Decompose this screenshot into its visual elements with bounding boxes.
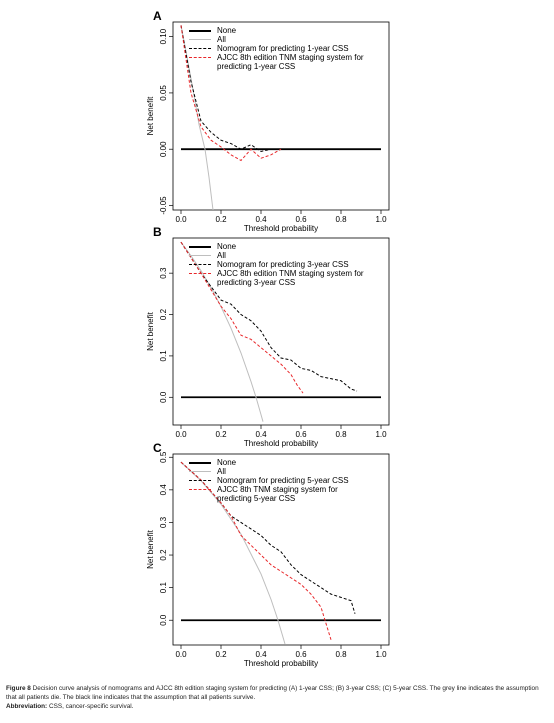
- y-axis-label: Net benefit: [146, 529, 155, 568]
- series-line: [180, 461, 356, 614]
- abbreviation-text: CSS, cancer-specific survival.: [48, 703, 134, 710]
- x-tick-label: 0.4: [255, 650, 267, 659]
- x-axis-label: Threshold probability: [244, 224, 318, 233]
- legend-entry: All: [189, 35, 367, 44]
- x-tick-label: 0.2: [215, 650, 227, 659]
- legend-label: All: [217, 467, 226, 476]
- y-tick-label: 0.1: [159, 582, 168, 594]
- legend-swatch: [189, 480, 211, 481]
- x-tick-label: 0.6: [295, 430, 307, 439]
- legend-swatch: [189, 462, 211, 464]
- legend-entry: AJCC 8th edition TNM staging system for …: [189, 53, 367, 71]
- legend-entry: None: [189, 26, 367, 35]
- x-tick-label: 0.0: [175, 430, 187, 439]
- caption: Figure 8 Decision curve analysis of nomo…: [6, 684, 546, 711]
- plot-frame: [172, 21, 390, 211]
- panel-label: C: [153, 441, 162, 455]
- x-tick-label: 1.0: [375, 215, 387, 224]
- plot-frame: [172, 237, 390, 426]
- legend: None All Nomogram for predicting 5-year CS…: [189, 458, 367, 503]
- x-tick-label: 0.2: [215, 215, 227, 224]
- y-tick-label: 0.10: [159, 28, 168, 44]
- legend-swatch: [189, 489, 211, 490]
- x-tick-label: 0.6: [295, 215, 307, 224]
- y-tick-label: 0.5: [159, 451, 168, 463]
- legend-entry: All: [189, 251, 367, 260]
- legend-label: AJCC 8th edition TNM staging system for …: [217, 53, 364, 71]
- x-tick-label: 0.8: [335, 430, 347, 439]
- legend-swatch: [189, 246, 211, 248]
- legend-label: Nomogram for predicting 1-year CSS: [217, 44, 349, 53]
- y-tick-label: 0.0: [159, 614, 168, 626]
- legend-entry: AJCC 8th TNM staging system for predicti…: [189, 485, 367, 503]
- x-axis-label: Threshold probability: [244, 659, 318, 668]
- legend-label: All: [217, 251, 226, 260]
- x-tick-label: 0.6: [295, 650, 307, 659]
- legend-label: Nomogram for predicting 3-year CSS: [217, 260, 349, 269]
- caption-text: Decision curve analysis of nomograms and…: [6, 685, 539, 701]
- legend-entry: Nomogram for predicting 3-year CSS: [189, 260, 367, 269]
- x-tick-label: 0.0: [175, 215, 187, 224]
- legend-entry: All: [189, 467, 367, 476]
- x-tick-label: 0.4: [255, 215, 267, 224]
- y-axis-label: Net benefit: [146, 311, 155, 350]
- legend-entry: None: [189, 242, 367, 251]
- abbreviation-label: Abbreviation:: [6, 703, 48, 710]
- legend-label: AJCC 8th edition TNM staging system for …: [217, 269, 364, 287]
- y-tick-label: 0.0: [159, 391, 168, 403]
- legend: None All Nomogram for predicting 3-year CS…: [189, 242, 367, 287]
- x-tick-label: 0.2: [215, 430, 227, 439]
- y-tick-label: 0.3: [159, 516, 168, 528]
- x-tick-label: 1.0: [375, 650, 387, 659]
- x-tick-label: 0.8: [335, 215, 347, 224]
- legend: None All Nomogram for predicting 1-year CS…: [189, 26, 367, 71]
- legend-entry: Nomogram for predicting 1-year CSS: [189, 44, 367, 53]
- series-line: [180, 461, 332, 640]
- legend-swatch: [189, 273, 211, 274]
- legend-label: Nomogram for predicting 5-year CSS: [217, 476, 349, 485]
- x-tick-label: 1.0: [375, 430, 387, 439]
- y-tick-label: 0.2: [159, 308, 168, 320]
- legend-swatch: [189, 255, 211, 256]
- legend-swatch: [189, 471, 211, 472]
- legend-swatch: [189, 30, 211, 32]
- series-line: [180, 241, 358, 392]
- y-tick-label: -0.05: [159, 196, 168, 215]
- y-tick-label: 0.1: [159, 350, 168, 362]
- series-line: [180, 241, 264, 422]
- legend-label: All: [217, 35, 226, 44]
- series-line: [180, 241, 304, 394]
- y-tick-label: 0.3: [159, 267, 168, 279]
- x-tick-label: 0.0: [175, 650, 187, 659]
- legend-label: AJCC 8th TNM staging system for predicti…: [217, 485, 338, 503]
- plot-frame: [172, 453, 390, 646]
- legend-swatch: [189, 264, 211, 265]
- y-tick-label: 0.05: [159, 85, 168, 101]
- y-tick-label: 0.00: [159, 141, 168, 157]
- legend-entry: Nomogram for predicting 5-year CSS: [189, 476, 367, 485]
- panel-label: A: [153, 9, 162, 23]
- legend-swatch: [189, 57, 211, 58]
- legend-label: None: [217, 26, 237, 35]
- x-axis-label: Threshold probability: [244, 439, 318, 448]
- x-tick-label: 0.8: [335, 650, 347, 659]
- y-axis-label: Net benefit: [146, 96, 155, 135]
- legend-swatch: [189, 39, 211, 40]
- panel-label: B: [153, 225, 162, 239]
- caption-label: Figure 8: [6, 685, 31, 692]
- series-line: [180, 25, 282, 162]
- x-tick-label: 0.4: [255, 430, 267, 439]
- legend-swatch: [189, 48, 211, 49]
- legend-entry: AJCC 8th edition TNM staging system for …: [189, 269, 367, 287]
- y-tick-label: 0.2: [159, 549, 168, 561]
- legend-entry: None: [189, 458, 367, 467]
- legend-label: None: [217, 242, 237, 251]
- y-tick-label: 0.4: [159, 484, 168, 496]
- legend-label: None: [217, 458, 237, 467]
- series-line: [180, 25, 285, 152]
